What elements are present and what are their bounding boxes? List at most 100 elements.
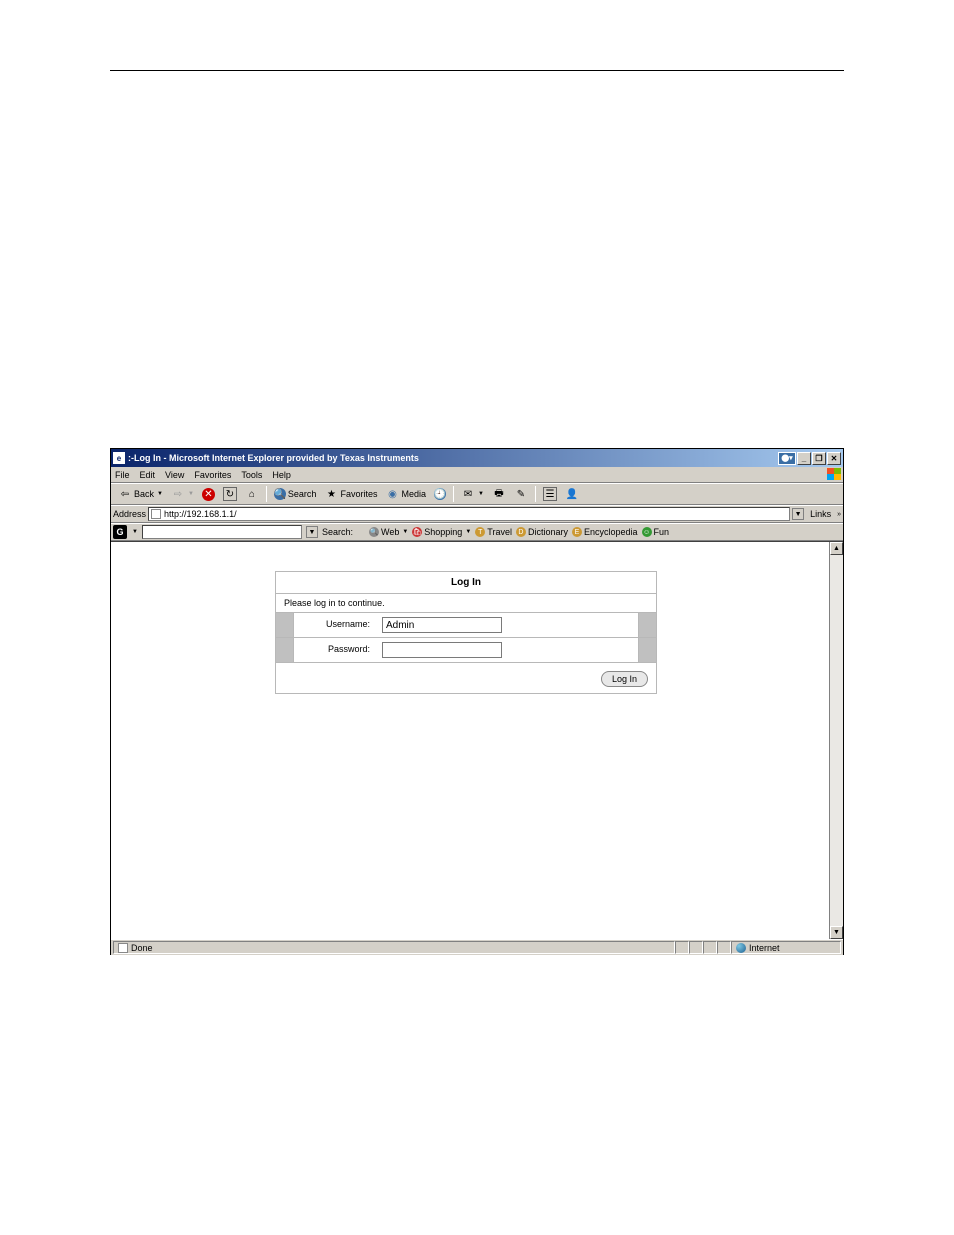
menu-bar: File Edit View Favorites Tools Help	[111, 467, 843, 483]
page-icon	[118, 943, 128, 953]
content-area: Log In Please log in to continue. Userna…	[111, 541, 843, 939]
search-icon: 🔍	[274, 488, 286, 500]
row-accent	[276, 613, 294, 637]
stop-button[interactable]: ✕	[199, 487, 218, 502]
search-travel-link[interactable]: TTravel	[475, 527, 512, 537]
back-icon: ⇦	[118, 487, 132, 501]
status-text: Done	[131, 943, 153, 953]
favorites-button[interactable]: ★Favorites	[321, 486, 380, 502]
media-button[interactable]: ◉Media	[382, 486, 429, 502]
search-button[interactable]: 🔍Search	[271, 487, 320, 501]
search-label: Search:	[322, 527, 353, 537]
row-accent	[638, 638, 656, 662]
provider-icon[interactable]: G	[113, 525, 127, 539]
web-label: Web	[381, 527, 399, 537]
favorites-label: Favorites	[340, 489, 377, 499]
back-label: Back	[134, 489, 154, 499]
menu-help[interactable]: Help	[272, 470, 291, 480]
username-input[interactable]	[382, 617, 502, 633]
search-fun-link[interactable]: ☺Fun	[642, 527, 670, 537]
zone-label: Internet	[749, 943, 780, 953]
shopping-label: Shopping	[424, 527, 462, 537]
ie-logo-icon: e	[113, 452, 125, 464]
address-url: http://192.168.1.1/	[164, 509, 237, 519]
scroll-down-button[interactable]: ▼	[830, 926, 843, 939]
dictionary-label: Dictionary	[528, 527, 568, 537]
home-icon: ⌂	[245, 487, 259, 501]
travel-icon: T	[475, 527, 485, 537]
address-dropdown[interactable]: ▼	[792, 508, 804, 520]
status-cell	[717, 941, 731, 954]
status-cell	[675, 941, 689, 954]
magnifier-icon: 🔍	[369, 527, 379, 537]
address-bar: Address http://192.168.1.1/ ▼ Links »	[111, 505, 843, 523]
search-toolbar: G ▼ ▼ Search: 🔍Web▼ 🛍Shopping▼ TTravel D…	[111, 523, 843, 541]
menu-edit[interactable]: Edit	[140, 470, 156, 480]
menu-file[interactable]: File	[115, 470, 130, 480]
home-button[interactable]: ⌂	[242, 486, 262, 502]
menu-favorites[interactable]: Favorites	[194, 470, 231, 480]
address-input[interactable]: http://192.168.1.1/	[148, 507, 790, 521]
status-cell	[689, 941, 703, 954]
edit-icon: ✎	[514, 487, 528, 501]
mail-icon: ✉	[461, 487, 475, 501]
search-label: Search	[288, 489, 317, 499]
refresh-icon: ↻	[223, 487, 237, 501]
globe-icon	[736, 943, 746, 953]
encyclopedia-icon: E	[572, 527, 582, 537]
status-bar: Done Internet	[111, 939, 843, 955]
favorites-icon: ★	[324, 487, 338, 501]
page-icon	[151, 509, 161, 519]
badge-button[interactable]: ⬤▾	[778, 452, 796, 465]
status-main: Done	[113, 941, 675, 954]
back-button[interactable]: ⇦Back▼	[115, 486, 166, 502]
search-dropdown[interactable]: ▼	[306, 526, 318, 538]
search-encyclopedia-link[interactable]: EEncyclopedia	[572, 527, 638, 537]
travel-label: Travel	[487, 527, 512, 537]
password-input[interactable]	[382, 642, 502, 658]
vertical-scrollbar[interactable]: ▲ ▼	[829, 542, 843, 939]
refresh-button[interactable]: ↻	[220, 486, 240, 502]
address-label: Address	[113, 509, 146, 519]
menu-tools[interactable]: Tools	[241, 470, 262, 480]
windows-flag-icon	[827, 468, 841, 480]
discuss-icon: ☰	[543, 487, 557, 501]
mail-button[interactable]: ✉▼	[458, 486, 487, 502]
dictionary-icon: D	[516, 527, 526, 537]
login-button[interactable]: Log In	[601, 671, 648, 687]
links-label[interactable]: Links	[806, 509, 835, 519]
minimize-button[interactable]: _	[797, 452, 811, 465]
print-icon: 🖶	[492, 487, 506, 501]
row-accent	[638, 613, 656, 637]
scroll-track[interactable]	[830, 555, 843, 926]
print-button[interactable]: 🖶	[489, 486, 509, 502]
history-button[interactable]: 🕘	[431, 487, 449, 501]
shopping-icon: 🛍	[412, 527, 422, 537]
close-button[interactable]: ✕	[827, 452, 841, 465]
maximize-button[interactable]: ❐	[812, 452, 826, 465]
search-shopping-link[interactable]: 🛍Shopping▼	[412, 527, 471, 537]
links-chevron-icon: »	[837, 511, 841, 518]
forward-button[interactable]: ⇨▼	[168, 486, 197, 502]
row-accent	[276, 638, 294, 662]
search-web-link[interactable]: 🔍Web▼	[369, 527, 408, 537]
title-bar: e :-Log In - Microsoft Internet Explorer…	[111, 449, 843, 467]
history-icon: 🕘	[434, 488, 446, 500]
search-input[interactable]	[142, 525, 302, 539]
scroll-up-button[interactable]: ▲	[830, 542, 843, 555]
login-panel: Log In Please log in to continue. Userna…	[275, 571, 657, 694]
fun-icon: ☺	[642, 527, 652, 537]
status-cell	[703, 941, 717, 954]
search-dictionary-link[interactable]: DDictionary	[516, 527, 568, 537]
media-label: Media	[401, 489, 426, 499]
messenger-button[interactable]: 👤	[562, 486, 582, 502]
login-subtitle: Please log in to continue.	[276, 593, 656, 613]
forward-icon: ⇨	[171, 487, 185, 501]
discuss-button[interactable]: ☰	[540, 486, 560, 502]
menu-view[interactable]: View	[165, 470, 184, 480]
stop-icon: ✕	[202, 488, 215, 501]
encyclopedia-label: Encyclopedia	[584, 527, 638, 537]
messenger-icon: 👤	[565, 487, 579, 501]
edit-button[interactable]: ✎	[511, 486, 531, 502]
security-zone: Internet	[731, 941, 841, 954]
